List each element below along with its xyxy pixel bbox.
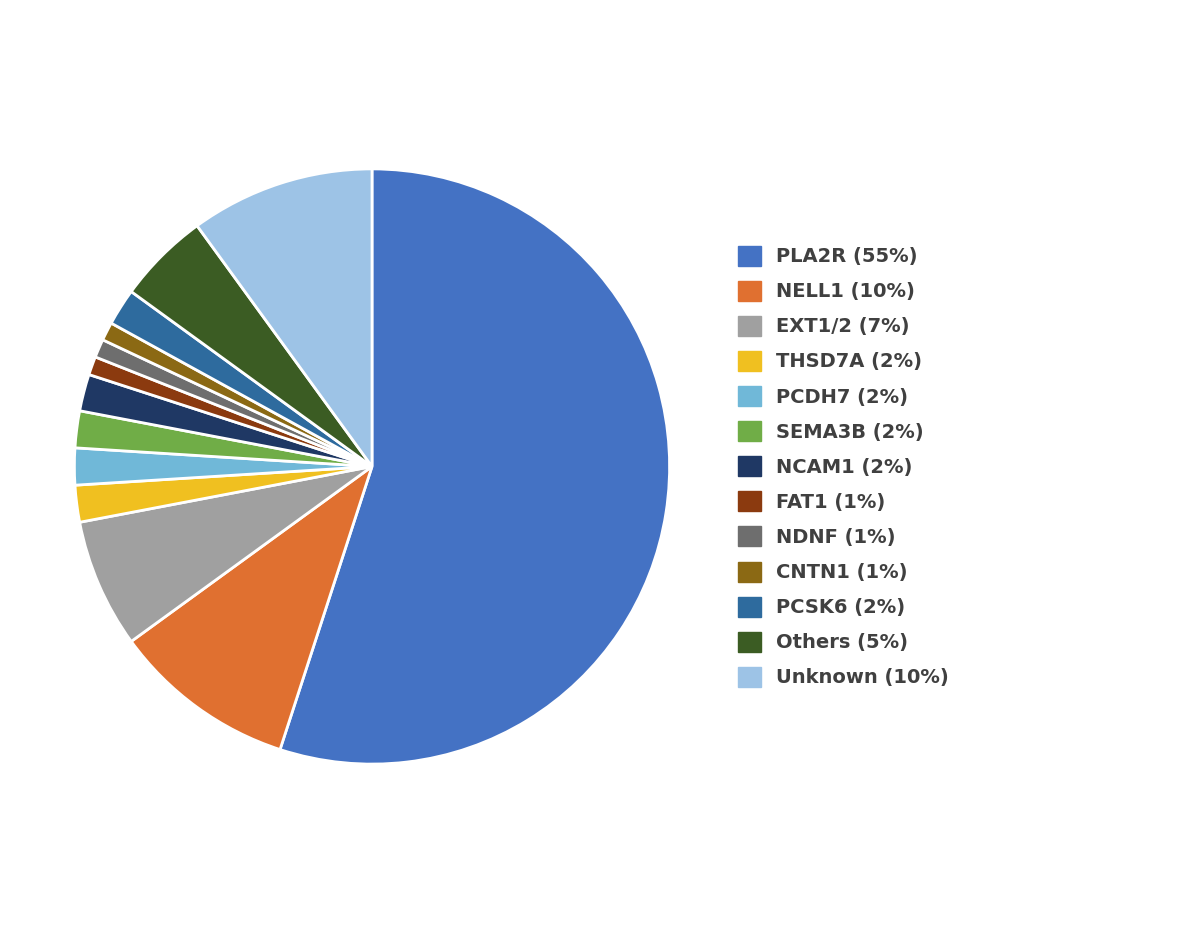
Wedge shape (74, 411, 372, 466)
Wedge shape (103, 323, 372, 466)
Wedge shape (197, 169, 372, 466)
Wedge shape (89, 357, 372, 466)
Wedge shape (95, 340, 372, 466)
Wedge shape (79, 374, 372, 466)
Wedge shape (131, 466, 372, 749)
Wedge shape (74, 448, 372, 485)
Wedge shape (131, 226, 372, 466)
Wedge shape (112, 292, 372, 466)
Legend: PLA2R (55%), NELL1 (10%), EXT1/2 (7%), THSD7A (2%), PCDH7 (2%), SEMA3B (2%), NCA: PLA2R (55%), NELL1 (10%), EXT1/2 (7%), T… (730, 238, 956, 695)
Wedge shape (280, 169, 670, 764)
Wedge shape (79, 466, 372, 641)
Wedge shape (74, 466, 372, 522)
